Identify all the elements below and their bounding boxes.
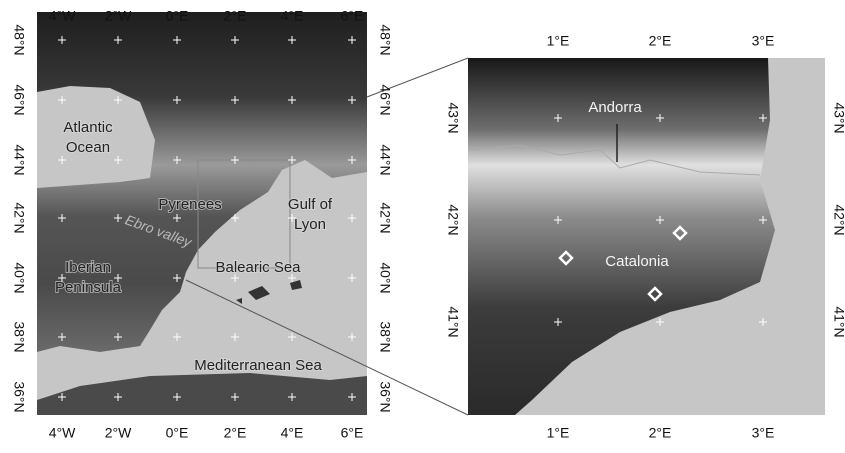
place-label: Andorra: [588, 99, 642, 116]
map-figure: 4°W 4°W 2°W 2°W 0°E 0°E 2°E 2°E 4°E 4°E 6°E 6°E 48°N…: [0, 0, 845, 453]
lat-label: 41°N: [831, 306, 845, 337]
lat-label: 44°N: [377, 144, 393, 175]
lon-label: 0°E: [166, 8, 189, 24]
lon-label: 1°E: [547, 33, 570, 49]
lat-label: 40°N: [11, 262, 27, 293]
lon-label: 4°E: [281, 425, 304, 441]
lat-label: 44°N: [11, 144, 27, 175]
place-label: Catalonia: [605, 253, 669, 270]
place-label: Balearic Sea: [215, 259, 301, 276]
lat-label: 48°N: [377, 24, 393, 55]
lat-label: 43°N: [831, 102, 845, 133]
lon-label: 0°E: [166, 425, 189, 441]
lat-label: 38°N: [377, 321, 393, 352]
place-label: Iberian: [65, 259, 111, 276]
lon-label: 2°E: [649, 33, 672, 49]
lat-label: 42°N: [11, 202, 27, 233]
lon-label: 4°W: [49, 425, 76, 441]
lat-label: 36°N: [11, 381, 27, 412]
atlantic: [37, 86, 155, 188]
lon-label: 1°E: [547, 425, 570, 441]
lon-label: 6°E: [341, 8, 364, 24]
place-label: Ocean: [66, 139, 110, 156]
lat-label: 38°N: [11, 321, 27, 352]
place-label: Lyon: [294, 216, 326, 233]
lat-label: 42°N: [377, 202, 393, 233]
place-label: Mediterranean Sea: [194, 357, 322, 374]
lat-label: 36°N: [377, 381, 393, 412]
place-label: Atlantic: [63, 119, 113, 136]
lat-label: 48°N: [11, 24, 27, 55]
lon-label: 6°E: [341, 425, 364, 441]
lon-label: 2°W: [105, 8, 132, 24]
place-label: Gulf of: [288, 196, 333, 213]
lat-label: 42°N: [831, 204, 845, 235]
lon-label: 3°E: [752, 425, 775, 441]
lat-label: 43°N: [445, 102, 461, 133]
lon-label: 4°E: [281, 8, 304, 24]
lon-label: 3°E: [752, 33, 775, 49]
lon-label: 2°E: [224, 425, 247, 441]
lat-label: 40°N: [377, 262, 393, 293]
place-label: Peninsula: [55, 279, 122, 296]
lon-label: 4°W: [49, 8, 76, 24]
lon-label: 2°W: [105, 425, 132, 441]
lon-label: 2°E: [224, 8, 247, 24]
lat-label: 41°N: [445, 306, 461, 337]
lat-label: 42°N: [445, 204, 461, 235]
place-label: Pyrenees: [158, 196, 221, 213]
lat-label: 46°N: [11, 84, 27, 115]
lon-label: 2°E: [649, 425, 672, 441]
lat-label: 46°N: [377, 84, 393, 115]
